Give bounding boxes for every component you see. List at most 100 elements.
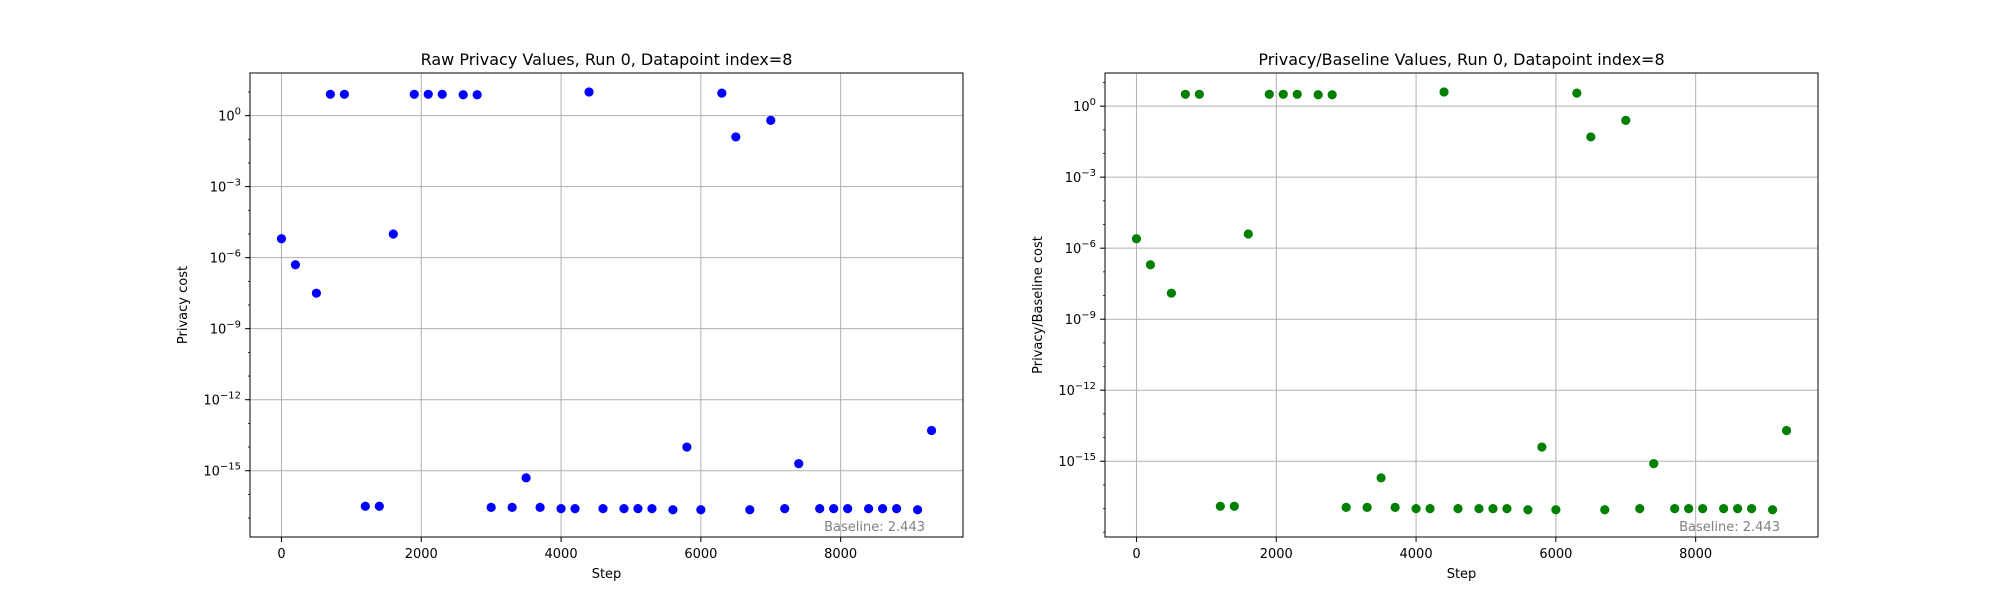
y-tick-exponent: 0	[235, 107, 241, 118]
x-tick-label: 4000	[545, 547, 578, 562]
data-point	[1453, 503, 1463, 514]
data-point	[1684, 503, 1694, 514]
data-point	[1313, 90, 1323, 100]
data-point	[374, 501, 384, 511]
raw-privacy-chart: 0 2000 4000 6000 800010010−310−610−910−1210−…	[176, 50, 964, 582]
data-point	[409, 89, 419, 99]
data-point	[1502, 503, 1512, 514]
baseline-annotation: Baseline: 2.443	[1679, 520, 1780, 535]
data-point	[1264, 89, 1274, 99]
data-point	[1474, 503, 1484, 514]
y-tick-exponent: −9	[226, 320, 241, 331]
data-point	[1635, 503, 1645, 514]
x-axis-label: Step	[1447, 567, 1477, 582]
y-tick-exponent: −3	[226, 178, 241, 189]
data-point	[276, 234, 287, 244]
data-point	[1376, 473, 1386, 483]
data-point	[325, 89, 335, 99]
data-point	[1572, 88, 1582, 98]
data-point	[1523, 505, 1533, 515]
data-point	[1327, 90, 1337, 100]
data-point	[1488, 503, 1498, 514]
y-tick-exponent: −15	[220, 462, 241, 473]
y-tick-exponent: −12	[220, 391, 241, 402]
x-tick-label: 0	[277, 547, 285, 562]
data-point	[829, 503, 839, 514]
data-point	[458, 90, 468, 100]
y-tick-exponent: −9	[1081, 310, 1096, 321]
data-point	[794, 459, 804, 469]
data-point	[1537, 442, 1547, 452]
y-axis-label: Privacy/Baseline cost	[1031, 236, 1046, 374]
data-point	[619, 503, 629, 514]
data-point	[1180, 89, 1190, 99]
data-point	[864, 503, 874, 514]
data-point	[1425, 503, 1435, 514]
x-tick-label: 6000	[1539, 547, 1572, 562]
data-point	[1586, 132, 1596, 142]
baseline-annotation: Baseline: 2.443	[824, 520, 925, 535]
data-point	[647, 503, 657, 514]
x-tick-label: 2000	[1260, 547, 1293, 562]
data-point	[290, 260, 301, 270]
data-point	[1767, 505, 1778, 515]
data-point	[766, 115, 776, 125]
x-axis-label: Step	[592, 567, 622, 582]
data-point	[1166, 288, 1177, 298]
data-point	[360, 501, 370, 511]
data-point	[1131, 234, 1142, 244]
x-tick-label: 6000	[684, 547, 717, 562]
data-point	[1621, 115, 1631, 125]
data-point	[696, 505, 706, 515]
y-axis-label: Privacy cost	[176, 266, 191, 344]
data-point	[1551, 505, 1561, 515]
data-point	[311, 288, 322, 298]
data-point	[1194, 89, 1204, 99]
data-point	[339, 89, 349, 99]
x-tick-label: 8000	[1679, 547, 1712, 562]
data-point	[668, 505, 678, 515]
data-point	[731, 132, 741, 142]
chart-title: Raw Privacy Values, Run 0, Datapoint ind…	[421, 50, 793, 69]
x-tick-label: 2000	[405, 547, 438, 562]
data-point	[598, 503, 608, 514]
y-tick-exponent: −3	[1081, 168, 1096, 179]
data-point	[745, 505, 755, 515]
y-tick-exponent: −6	[226, 249, 241, 260]
data-point	[1670, 503, 1680, 514]
data-point	[780, 503, 790, 514]
privacy-baseline-chart: 0 2000 4000 6000 800010010−310−610−910−1210−…	[1031, 50, 1819, 582]
y-tick-exponent: 0	[1090, 97, 1096, 108]
data-point	[717, 88, 727, 98]
y-tick-exponent: −15	[1075, 452, 1096, 463]
data-point	[556, 503, 566, 514]
x-tick-label: 0	[1132, 547, 1140, 562]
data-point	[486, 502, 496, 513]
data-point	[1243, 229, 1253, 239]
data-point	[535, 502, 545, 513]
data-point	[912, 505, 923, 515]
x-tick-label: 4000	[1400, 547, 1433, 562]
data-point	[926, 425, 937, 436]
data-point	[472, 90, 482, 100]
data-point	[1362, 502, 1372, 513]
data-point	[815, 503, 825, 514]
data-point	[878, 503, 888, 514]
data-point	[1411, 503, 1421, 514]
data-point	[521, 473, 531, 483]
data-point	[1215, 501, 1225, 511]
data-point	[891, 503, 902, 514]
data-point	[1278, 89, 1288, 99]
data-point	[1341, 502, 1351, 513]
data-point	[1746, 503, 1757, 514]
data-point	[1145, 260, 1156, 270]
y-tick-exponent: −6	[1081, 239, 1096, 250]
x-tick-label: 8000	[824, 547, 857, 562]
chart-title: Privacy/Baseline Values, Run 0, Datapoin…	[1258, 50, 1664, 69]
data-point	[584, 87, 594, 97]
data-point	[570, 503, 580, 514]
data-point	[388, 229, 398, 239]
data-point	[1600, 505, 1610, 515]
data-point	[437, 89, 447, 99]
